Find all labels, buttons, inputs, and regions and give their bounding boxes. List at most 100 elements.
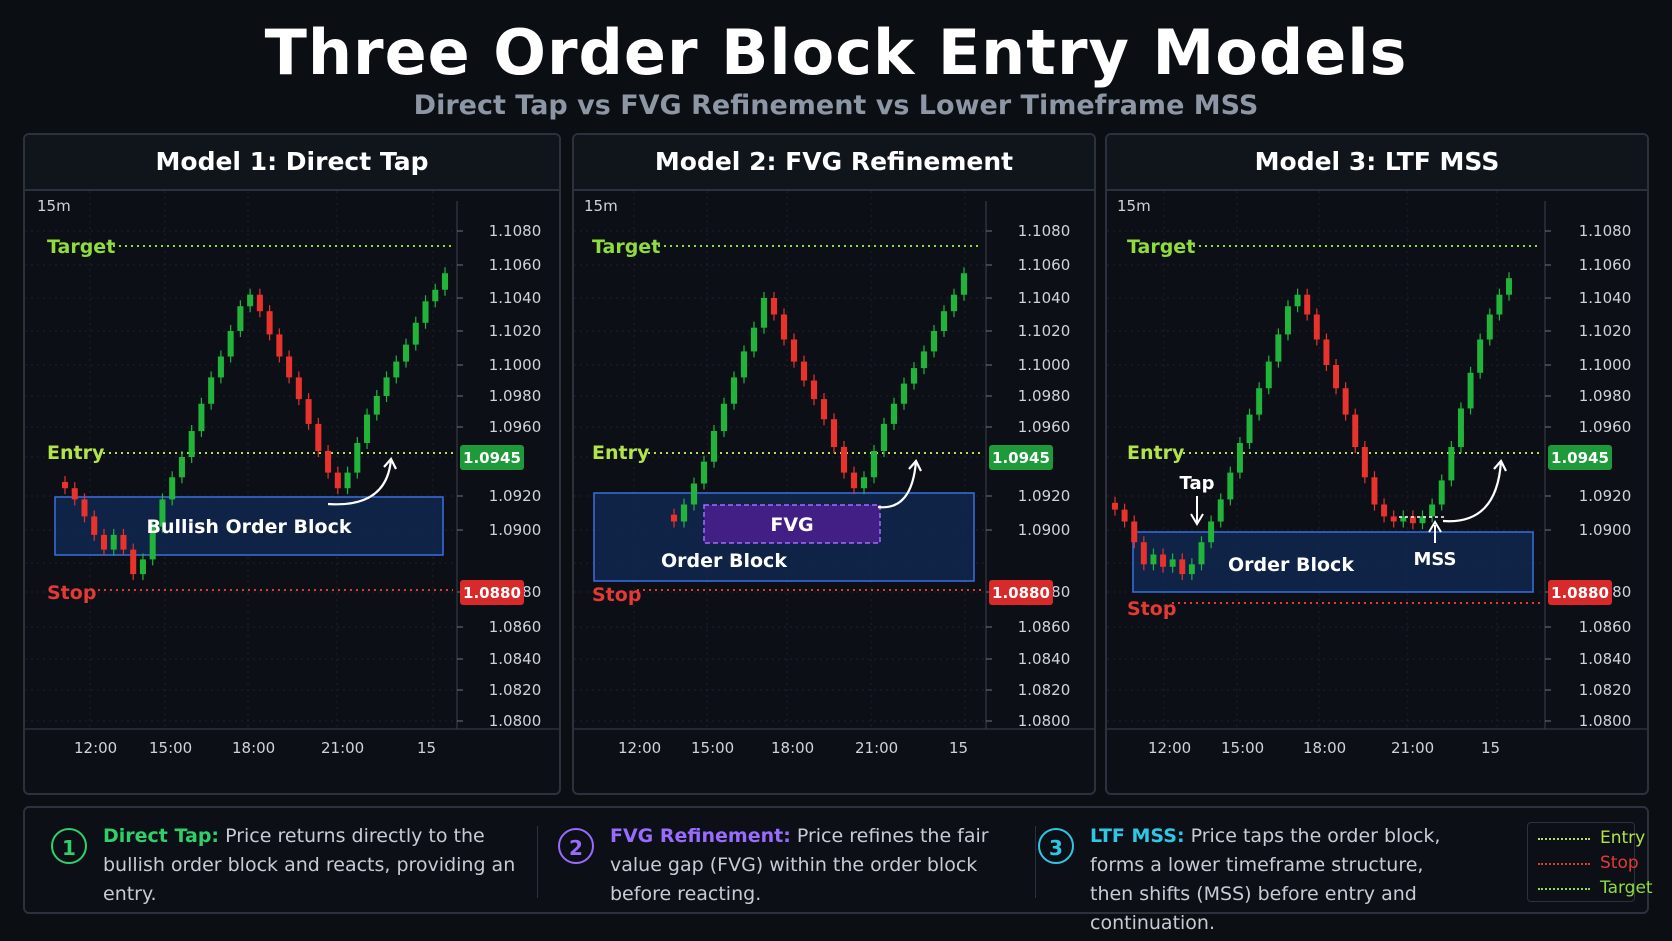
reaction-arrow [1442,460,1503,523]
candle-bull [740,351,748,378]
stop-level-label: Stop [47,582,96,604]
candle-bull [188,431,195,457]
stop-price-label: 1.0880 [1551,584,1609,602]
candle-bear [1304,294,1311,315]
entry-price-badge [989,445,1053,470]
candle-bear [61,481,69,489]
order-block-zone [1132,531,1534,593]
x-tick-label: 18:00 [771,739,814,757]
footer-body: Price returns directly to the bullish or… [103,825,516,905]
candle-bull [159,499,166,527]
order-block-label: Order Block [661,550,787,572]
candle-bear [325,451,332,473]
tap-label: Tap [1180,473,1215,494]
candle-bear [305,399,312,424]
fvg-label: FVG [770,514,813,536]
y-tick-label: 1.0960 [489,418,542,436]
candle-bull [364,414,371,443]
y-tick-label: 1.0920 [489,487,542,505]
candle-bull [1208,521,1215,543]
chart-panel-model-2: Model 2: FVG Refinement 15m 1.1080 1.1060 1… [572,133,1096,795]
candle-bull [1217,499,1224,522]
candle-bear [1361,447,1368,478]
candle-bear [1342,388,1349,415]
candle-bull [1429,504,1436,517]
candle-bear [100,534,107,550]
explanation-footer: 1 Direct Tap: Price returns directly to … [23,806,1653,934]
y-tick-label: 1.0800 [489,712,542,730]
candle-bull [1150,554,1157,565]
candle-bear [295,377,302,400]
candle-bull [1419,516,1426,524]
y-tick-label: 1.1000 [489,356,542,374]
footer-body: Price taps the order block, forms a lowe… [1090,825,1441,934]
divider [537,826,538,898]
candle-bull [1457,408,1464,447]
y-tick-label: 1.0860 [1018,618,1071,636]
y-tick-label: 1.0800 [1579,712,1632,730]
candle-bear [1121,509,1128,522]
legend-label: Entry [1600,828,1646,848]
y-tick-label: 1.0980 [1018,387,1071,405]
plot-area: 15m 1.1080 1.1060 1.1040 1.1020 1.1000 1.0980 1… [1107,191,1647,757]
candle-bear [1333,365,1340,389]
candle-bull [890,403,898,424]
candle-bull [422,301,429,323]
footer-body: Price refines the fair value gap (FVG) w… [610,825,989,905]
y-tick-label: 1.0900 [489,521,542,539]
candle-bull [1506,278,1512,295]
candle-bull [441,273,449,290]
fvg-zone [703,504,881,544]
candle-bear [850,472,858,489]
candle-bull [1448,447,1455,481]
candle-bear [800,361,808,381]
candle-bull [1477,339,1484,373]
y-tick-label: 1.1040 [489,289,542,307]
candle-bear [266,311,273,335]
candle-bear [1112,502,1118,510]
candle-bear [1140,542,1147,565]
chart-panel-model-1: Model 1: Direct Tap 15m 1.1080 1.1060 1.104… [23,133,561,795]
candle-bull [247,294,254,307]
candle-bull [1236,443,1243,473]
number-badge: 1 [51,828,87,864]
candle-bull [1284,306,1291,335]
entry-price-label: 1.0945 [992,449,1050,467]
candle-bear [780,314,788,340]
candle-bull [208,377,215,404]
y-tick-label: 1.1040 [1579,289,1632,307]
footer-text: LTF MSS: Price taps the order block, for… [1090,822,1470,938]
entry-level-label: Entry [592,442,650,464]
candle-bull [700,461,708,484]
candle-bull [870,451,878,478]
y-tick-label: 1.1020 [1018,322,1071,340]
candle-bull [860,477,868,489]
legend-line [1538,863,1590,865]
mss-label: MSS [1413,549,1456,570]
candle-bear [840,447,848,473]
candle-bear [1323,339,1330,365]
y-tick-label: 1.0860 [489,618,542,636]
candle-bear [71,488,78,500]
candle-bear [120,534,127,550]
candle-bull [1486,314,1493,340]
candle-bull [930,331,938,352]
reaction-arrow-head [908,459,922,472]
candle-bull [1400,516,1407,522]
candle-bull [354,443,361,473]
candle-bear [820,399,828,420]
legend-line [1538,838,1590,840]
entry-price-badge [1548,445,1612,470]
order-block-label: Bullish Order Block [147,516,352,538]
y-tick-label: 1.0820 [489,681,542,699]
candle-bear [770,298,778,315]
candle-bull [1294,294,1301,307]
candle-bear [276,334,283,357]
reaction-arrow [327,458,393,506]
y-tick-label: 1.0820 [1579,681,1632,699]
candle-bull [690,483,698,505]
tap-arrow-head [1190,513,1204,526]
candle-bull [432,289,439,302]
y-tick-label: 1.0960 [1579,418,1632,436]
candle-bull [217,356,224,378]
